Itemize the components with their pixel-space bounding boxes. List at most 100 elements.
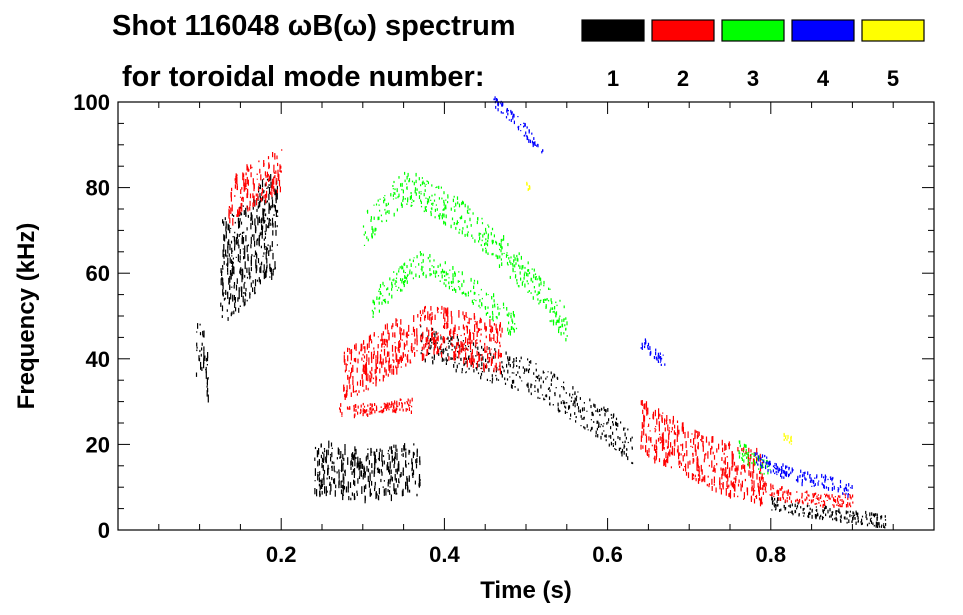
data-point [396,208,398,212]
data-point [640,347,642,349]
data-point [786,465,788,468]
data-point [707,475,709,478]
data-point [485,335,487,339]
data-point [597,420,599,424]
data-point [331,477,333,481]
data-point [396,319,398,322]
data-point [391,368,393,371]
data-point [233,295,235,301]
data-point [393,368,395,375]
data-point [407,199,409,203]
data-point [657,360,659,363]
data-point [406,355,408,360]
data-point [564,324,566,327]
data-point [402,453,404,457]
data-point [781,470,783,475]
data-point [249,206,251,211]
data-point [659,413,661,417]
data-point [378,309,380,313]
data-point [666,415,668,422]
data-point [500,353,502,358]
data-point [671,426,673,431]
data-point [405,408,407,412]
data-point [247,167,249,172]
data-point [654,455,656,464]
data-point [481,239,483,242]
data-point [450,224,452,229]
data-point [445,347,447,351]
data-point [510,262,512,265]
data-point [600,423,602,426]
data-point [813,493,815,497]
data-point [419,310,421,314]
data-point [400,366,402,368]
data-point [373,350,375,356]
data-point [364,410,366,413]
data-point [563,318,565,322]
data-point [273,214,275,216]
data-point [372,382,374,384]
data-point [261,179,264,188]
data-point [479,236,481,241]
data-point [475,347,477,349]
data-point [243,231,245,234]
data-point [712,451,714,455]
data-point [274,205,276,212]
data-point [388,408,390,411]
data-point [705,436,708,443]
data-point [443,348,445,351]
data-point [781,486,783,490]
data-point [659,361,661,363]
data-point [456,196,459,200]
series-1-ridge-5 [771,496,887,529]
data-point [421,262,423,264]
data-point [847,502,849,506]
data-point [406,401,409,405]
data-point [371,373,373,379]
data-point [689,460,691,465]
data-point [801,496,803,499]
data-point [224,297,226,300]
data-point [465,325,467,328]
data-point [246,168,248,171]
data-point [513,254,515,258]
data-point [603,430,605,432]
data-point [473,299,475,301]
data-point [750,495,752,502]
data-point [830,514,832,518]
data-point [824,507,826,510]
data-point [771,501,774,505]
data-point [434,334,436,339]
data-point [353,405,355,408]
data-point [220,278,222,286]
data-point [452,344,454,347]
data-point [511,372,513,374]
y-tick-label: 0 [98,518,110,543]
data-point [842,492,844,495]
data-point [434,216,436,219]
data-point [491,318,493,321]
data-point [386,204,388,206]
data-point [405,451,407,458]
data-point [207,394,209,403]
data-point [861,522,863,525]
data-point [776,465,778,468]
data-point [877,521,879,526]
data-point [481,217,483,220]
data-point [839,518,842,521]
data-point [529,139,531,144]
data-point [541,150,543,154]
data-point [549,309,551,313]
data-point [402,467,404,473]
data-point [509,364,511,368]
data-point [234,297,236,303]
data-point [532,296,534,300]
data-point [436,336,438,341]
data-point [375,366,377,374]
data-point [512,361,514,364]
data-point [378,288,381,290]
data-point [481,362,483,367]
data-point [416,458,418,463]
data-point [500,249,502,253]
data-point [399,474,401,478]
